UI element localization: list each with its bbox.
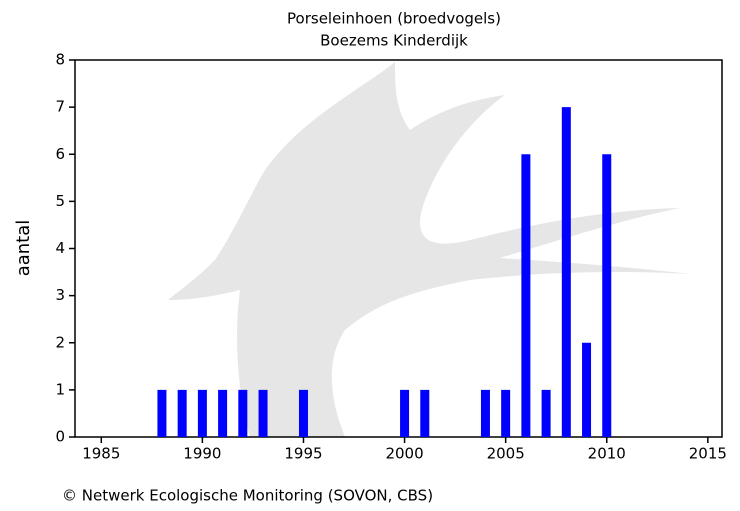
x-tick-label: 1985 [82, 445, 120, 463]
y-tick-label: 1 [55, 380, 65, 398]
y-tick-label: 2 [55, 333, 65, 351]
y-tick-label: 0 [55, 428, 65, 446]
chart-subtitle: Boezems Kinderdijk [320, 32, 468, 50]
x-tick-label: 1990 [183, 445, 221, 463]
x-tick-label: 1995 [284, 445, 322, 463]
y-tick-label: 7 [55, 98, 65, 116]
bar [157, 389, 167, 437]
y-axis-label: aantal [13, 220, 34, 277]
bar [480, 389, 490, 437]
bar [602, 154, 612, 437]
bar [561, 107, 571, 437]
bar [258, 389, 268, 437]
bar [541, 389, 551, 437]
footer: © Netwerk Ecologische Monitoring (SOVON,… [62, 487, 433, 505]
bar [218, 389, 228, 437]
bar [298, 389, 308, 437]
bar [197, 389, 207, 437]
bar [582, 342, 592, 437]
y-tick-label: 5 [55, 192, 65, 210]
x-tick-label: 2000 [385, 445, 423, 463]
y-tick-label: 3 [55, 286, 65, 304]
y-tick-label: 4 [55, 239, 65, 257]
y-tick-label: 6 [55, 145, 65, 163]
y-tick-label: 8 [55, 51, 65, 69]
chart-title: Porseleinhoen (broedvogels) [287, 10, 501, 28]
bar [501, 389, 511, 437]
x-tick-label: 2005 [487, 445, 525, 463]
bar [521, 154, 531, 437]
bar [238, 389, 248, 437]
bar [177, 389, 187, 437]
bar [400, 389, 410, 437]
bar [420, 389, 430, 437]
watermark-bird [168, 62, 690, 437]
x-tick-label: 2015 [689, 445, 727, 463]
x-tick-label: 2010 [588, 445, 626, 463]
